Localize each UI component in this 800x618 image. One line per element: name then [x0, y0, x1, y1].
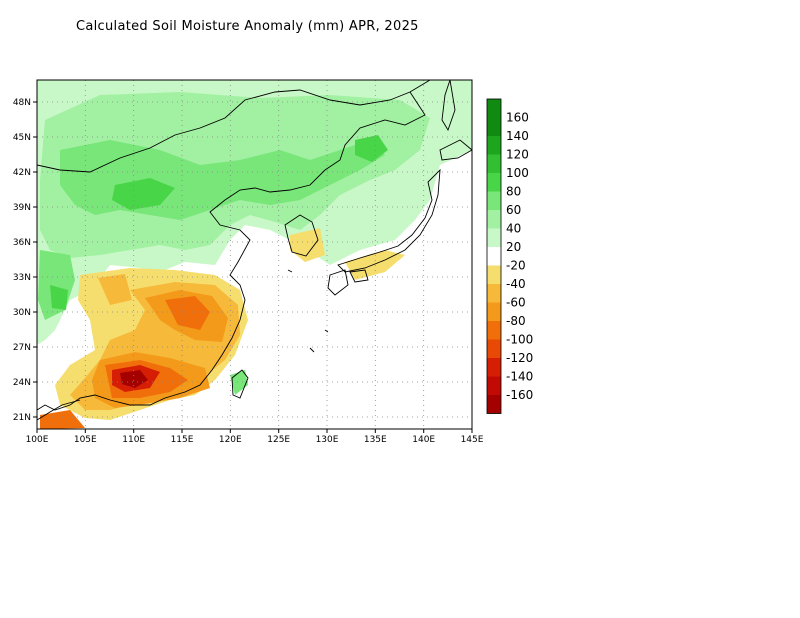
y-tick-label: 48N	[13, 98, 31, 108]
dry-anomaly-region	[300, 232, 322, 255]
x-tick-label: 100E	[26, 435, 49, 445]
legend-label: -20	[506, 259, 526, 273]
legend-swatch	[487, 136, 501, 155]
y-tick-label: 45N	[13, 133, 31, 143]
legend-label: 40	[506, 222, 521, 236]
y-tick-label: 24N	[13, 378, 31, 388]
legend-label: -60	[506, 296, 526, 310]
coastlines	[37, 80, 472, 421]
legend-label: -40	[506, 277, 526, 291]
x-tick-label: 115E	[171, 435, 194, 445]
map-frame	[36, 79, 473, 430]
legend-frame	[486, 98, 502, 414]
x-tick-label: 135E	[364, 435, 387, 445]
legend-label: -100	[506, 333, 533, 347]
legend-label: -160	[506, 388, 533, 402]
legend-swatch	[487, 376, 501, 395]
dry-anomaly-region	[40, 410, 85, 429]
legend-label: 80	[506, 185, 521, 199]
y-tick-label: 27N	[13, 343, 31, 353]
legend-swatch	[487, 358, 501, 377]
legend-label: -120	[506, 351, 533, 365]
legend-swatch	[487, 284, 501, 303]
y-tick-label: 21N	[13, 413, 31, 423]
legend-swatch	[487, 395, 501, 414]
map-panel	[37, 80, 472, 429]
legend-label: 160	[506, 111, 529, 125]
wet-anomaly-region	[50, 285, 68, 310]
grid-lines	[37, 80, 472, 429]
x-tick-label: 125E	[267, 435, 290, 445]
wet-anomaly-region	[112, 178, 175, 210]
y-tick-label: 33N	[13, 273, 31, 283]
dry-anomaly-region	[98, 274, 132, 305]
legend-label: 140	[506, 129, 529, 143]
x-tick-label: 145E	[461, 435, 484, 445]
legend-swatch	[487, 247, 501, 266]
legend-label: 100	[506, 166, 529, 180]
wet-anomaly-region	[355, 135, 388, 162]
color-legend: 160 140 120 100 80 60 40 20 -20 -40 -60 -80 -100 -120…	[486, 98, 533, 414]
legend-label: -140	[506, 370, 533, 384]
legend-swatch	[487, 265, 501, 284]
x-tick-label: 130E	[316, 435, 339, 445]
map-title: Calculated Soil Moisture Anomaly (mm) AP…	[76, 19, 419, 34]
legend-swatch	[487, 191, 501, 210]
legend-label: 20	[506, 240, 521, 254]
legend-label: 120	[506, 148, 529, 162]
legend-swatch	[487, 321, 501, 340]
dry-anomaly-region	[120, 370, 148, 388]
dry-anomaly-region	[165, 296, 210, 330]
legend-swatch	[487, 339, 501, 358]
legend-swatch	[487, 99, 501, 118]
legend-label: -80	[506, 314, 526, 328]
legend-swatch	[487, 117, 501, 136]
legend-swatch	[487, 173, 501, 192]
legend-swatch	[487, 210, 501, 229]
y-tick-label: 36N	[13, 238, 31, 248]
legend-swatch	[487, 154, 501, 173]
x-tick-label: 140E	[412, 435, 435, 445]
legend-swatch	[487, 302, 501, 321]
x-tick-label: 105E	[74, 435, 97, 445]
y-tick-label: 30N	[13, 308, 31, 318]
axis-ticks	[33, 101, 473, 433]
x-tick-label: 120E	[219, 435, 242, 445]
y-tick-label: 39N	[13, 203, 31, 213]
y-tick-label: 42N	[13, 168, 31, 178]
legend-label: 60	[506, 203, 521, 217]
legend-swatch	[487, 228, 501, 247]
x-tick-label: 110E	[122, 435, 145, 445]
